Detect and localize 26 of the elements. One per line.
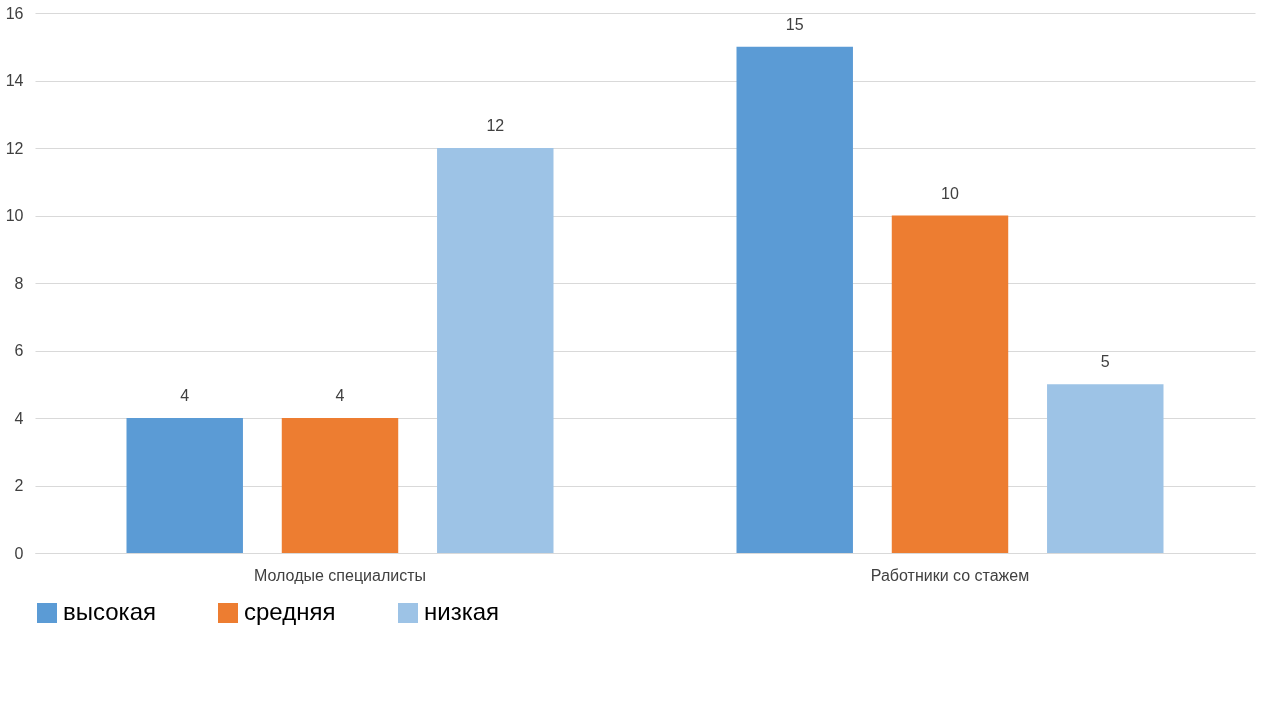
legend-label: высокая <box>63 598 156 625</box>
y-tick-label: 2 <box>14 477 24 494</box>
legend-label: средняя <box>244 598 336 625</box>
legend-label: низкая <box>424 598 500 625</box>
y-tick-label: 10 <box>5 207 24 224</box>
data-label: 5 <box>1100 353 1110 371</box>
bar <box>891 215 1009 553</box>
y-tick-label: 4 <box>14 409 24 427</box>
y-tick-label: 16 <box>5 4 24 22</box>
data-label: 4 <box>335 387 345 404</box>
y-tick-label: 8 <box>14 274 24 292</box>
data-label: 4 <box>180 387 190 404</box>
x-tick-label: Молодые специалисты <box>254 566 426 584</box>
data-label: 12 <box>486 117 505 134</box>
y-tick-label: 14 <box>5 72 24 89</box>
bar <box>1047 384 1164 553</box>
data-label: 10 <box>941 184 959 202</box>
x-tick-label: Работники со стажем <box>870 566 1030 584</box>
y-tick-label: 6 <box>14 342 24 359</box>
bar <box>126 418 243 553</box>
bar <box>736 46 853 553</box>
y-tick-label: 12 <box>5 139 24 157</box>
bar <box>281 418 399 553</box>
data-label: 15 <box>785 15 804 33</box>
y-tick-label: 0 <box>14 544 24 562</box>
bar <box>437 148 554 553</box>
